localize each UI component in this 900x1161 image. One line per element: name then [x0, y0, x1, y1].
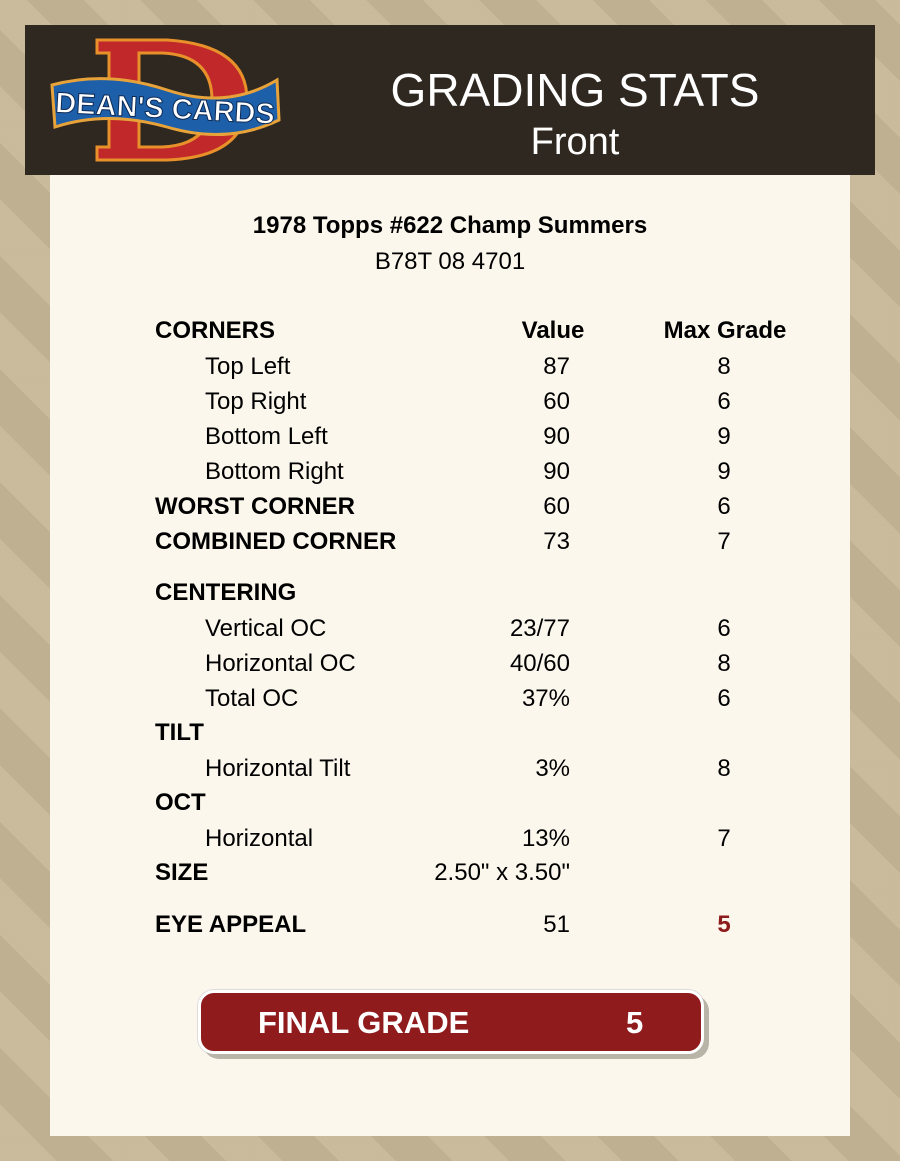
- row-label: Top Right: [205, 388, 307, 415]
- deans-cards-logo: DEAN'S CARDS: [50, 38, 281, 162]
- stats-panel: [50, 175, 850, 1136]
- final-grade-label: FINAL GRADE: [258, 1005, 470, 1040]
- row-value: 60: [543, 388, 570, 415]
- stat-row: CENTERING: [0, 579, 900, 609]
- row-max-grade: 6: [717, 388, 731, 415]
- row-label: WORST CORNER: [155, 493, 355, 520]
- stat-row: Top Right 60 6: [0, 388, 900, 418]
- row-label: Horizontal Tilt: [205, 755, 351, 782]
- final-grade-value: 5: [626, 1005, 644, 1040]
- row-value: 37%: [521, 685, 570, 712]
- column-header-value: Value: [521, 317, 585, 344]
- row-max-grade: 5: [717, 911, 731, 938]
- row-value: 51: [543, 911, 570, 938]
- row-value: 87: [543, 353, 570, 380]
- row-value: 3%: [535, 755, 570, 782]
- stat-row: Horizontal 13% 7: [0, 825, 900, 855]
- row-label: Total OC: [205, 685, 299, 712]
- header: DEAN'S CARDS GRADING STATS Front: [25, 25, 875, 175]
- row-label: CORNERS: [155, 317, 276, 344]
- stat-row: WORST CORNER 60 6: [0, 493, 900, 523]
- column-header-max-grade: Max Grade: [663, 317, 787, 344]
- row-label: TILT: [155, 719, 204, 746]
- row-value: 90: [543, 458, 570, 485]
- stat-row: Horizontal Tilt 3% 8: [0, 755, 900, 785]
- stat-row: Vertical OC 23/77 6: [0, 615, 900, 645]
- row-value: 60: [543, 493, 570, 520]
- row-max-grade: 9: [717, 458, 731, 485]
- row-value: 2.50" x 3.50": [434, 859, 570, 886]
- stat-row: Bottom Right 90 9: [0, 458, 900, 488]
- row-value: 90: [543, 423, 570, 450]
- row-label: OCT: [155, 789, 206, 816]
- stat-row: OCT: [0, 789, 900, 819]
- row-max-grade: 6: [717, 493, 731, 520]
- row-label: Vertical OC: [205, 615, 327, 642]
- card-id: B78T 08 4701: [374, 248, 526, 275]
- row-max-grade: 8: [717, 353, 731, 380]
- row-value: 23/77: [509, 615, 570, 642]
- row-max-grade: 7: [717, 825, 731, 852]
- card-title: 1978 Topps #622 Champ Summers: [252, 212, 648, 239]
- row-label: EYE APPEAL: [155, 911, 307, 938]
- stat-row: SIZE 2.50" x 3.50": [0, 859, 900, 889]
- stat-row: Top Left 87 8: [0, 353, 900, 383]
- final-grade-banner: FINAL GRADE 5: [198, 990, 704, 1054]
- row-label: Bottom Right: [205, 458, 344, 485]
- row-label: Horizontal: [205, 825, 314, 852]
- stat-row: Bottom Left 90 9: [0, 423, 900, 453]
- row-max-grade: 6: [717, 685, 731, 712]
- row-max-grade: 7: [717, 528, 731, 555]
- row-value: 13%: [521, 825, 570, 852]
- row-corners: CORNERS Value Max Grade: [0, 317, 900, 347]
- stat-row: EYE APPEAL 51 5: [0, 911, 900, 941]
- row-label: Top Left: [205, 353, 291, 380]
- row-value: 40/60: [509, 650, 570, 677]
- row-label: COMBINED CORNER: [155, 528, 397, 555]
- row-max-grade: 8: [717, 755, 731, 782]
- row-label: CENTERING: [155, 579, 297, 606]
- stat-row: Horizontal OC 40/60 8: [0, 650, 900, 680]
- row-value: 73: [543, 528, 570, 555]
- stat-row: Total OC 37% 6: [0, 685, 900, 715]
- page-title: GRADING STATS: [390, 64, 760, 116]
- row-label: SIZE: [155, 859, 209, 886]
- stat-row: TILT: [0, 719, 900, 749]
- stat-row: COMBINED CORNER 73 7: [0, 528, 900, 558]
- row-max-grade: 8: [717, 650, 731, 677]
- page-subtitle: Front: [530, 121, 620, 163]
- row-label: Horizontal OC: [205, 650, 356, 677]
- row-label: Bottom Left: [205, 423, 328, 450]
- row-max-grade: 6: [717, 615, 731, 642]
- row-max-grade: 9: [717, 423, 731, 450]
